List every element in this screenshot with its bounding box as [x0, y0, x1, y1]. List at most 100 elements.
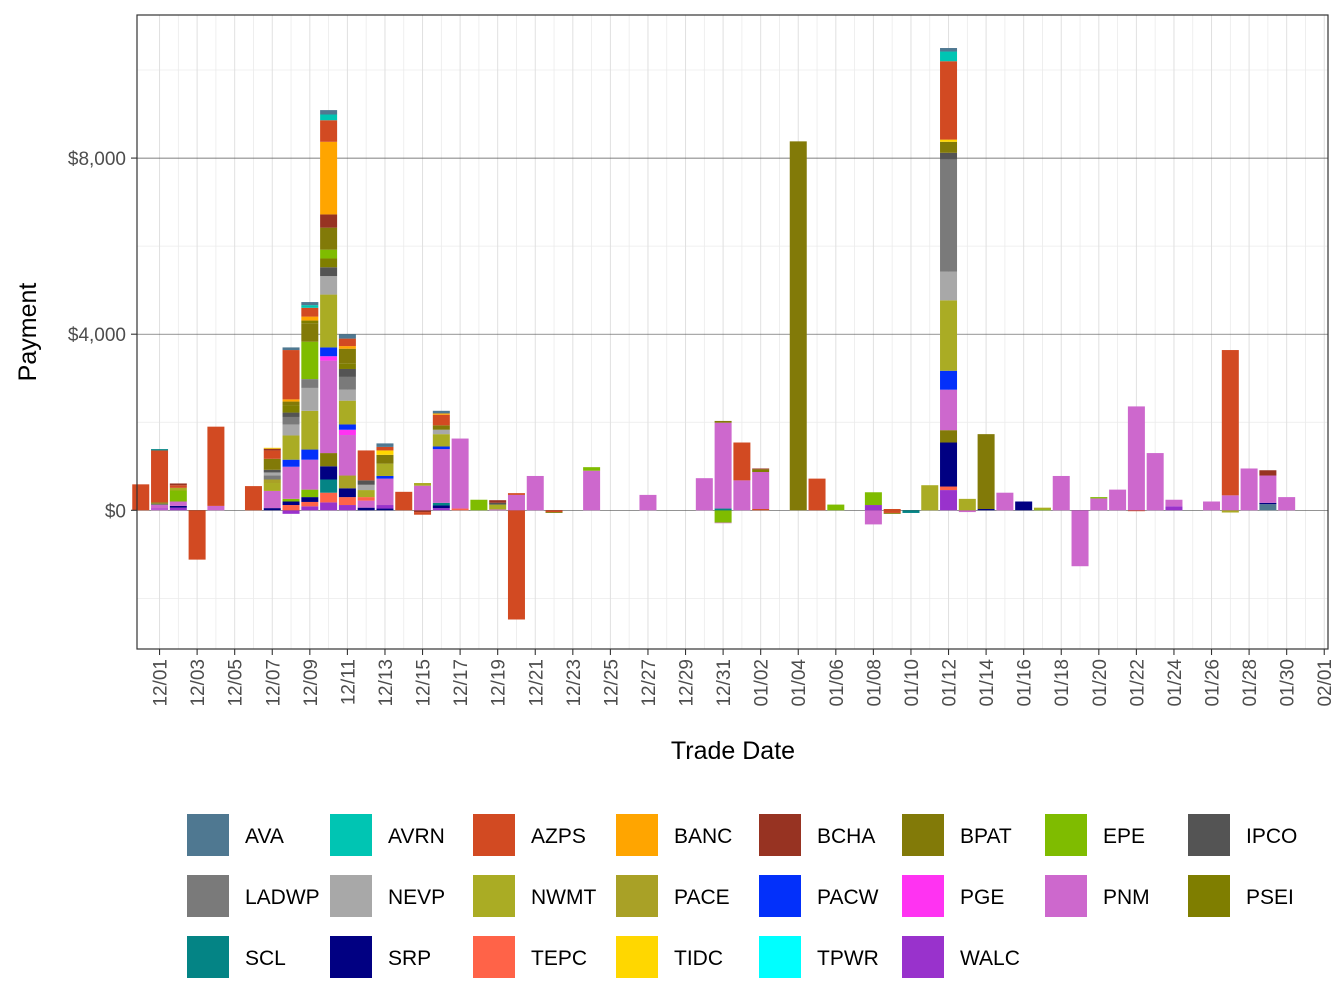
bar-segment-scl	[902, 510, 920, 513]
x-tick-label: 01/16	[1015, 659, 1036, 707]
bar-segment-bcha	[1259, 470, 1277, 476]
legend-item-nevp: NEVP	[330, 875, 445, 917]
bar-segment-pacw	[376, 475, 394, 479]
bar-segment-bpat	[151, 502, 169, 504]
legend-label: EPE	[1103, 825, 1145, 848]
x-tick-label: 12/09	[301, 659, 322, 707]
bar-segment-walc	[432, 508, 450, 511]
bar-segment-nwmt	[169, 487, 187, 491]
bar-segment-srp	[432, 505, 450, 509]
bar-segment-pnm	[320, 360, 338, 454]
x-tick-label: 01/24	[1165, 659, 1186, 707]
bar-stack-12-13	[376, 443, 394, 511]
bar-segment-pacw	[338, 424, 356, 430]
bar-stack-01-02	[752, 468, 770, 511]
bar-segment-bcha	[414, 510, 432, 513]
bar-stack-01-06	[827, 504, 845, 511]
bar-segment-tepc	[282, 505, 300, 511]
bar-stack-01-11	[921, 485, 939, 511]
bar-segment-pnm	[169, 501, 187, 506]
bar-segment-pnm	[1203, 501, 1221, 511]
bar-segment-srp	[940, 442, 958, 487]
bar-segment-walc	[282, 510, 300, 514]
bar-segment-nwmt	[432, 434, 450, 447]
x-tick-label: 01/14	[977, 659, 998, 707]
bar-segment-bpat	[338, 348, 356, 364]
bar-segment-azps	[244, 486, 262, 511]
bar-segment-ava	[1259, 504, 1277, 511]
legend-item-srp: SRP	[330, 936, 431, 978]
bar-segment-azps	[263, 450, 281, 459]
bar-segment-pnm	[864, 510, 882, 525]
bar-segment-bpat	[940, 141, 958, 153]
bar-segment-azps	[301, 307, 319, 317]
bar-segment-azps	[282, 350, 300, 400]
legend-label: AVRN	[388, 825, 445, 848]
x-tick-label: 12/15	[414, 659, 435, 707]
legend-item-nwmt: NWMT	[473, 875, 596, 917]
legend-item-azps: AZPS	[473, 814, 586, 856]
bar-stack-01-16	[1015, 501, 1033, 511]
bar-segment-bcha	[752, 468, 770, 470]
bar-segment-psei	[752, 469, 770, 473]
bar-segment-azps	[1127, 510, 1145, 512]
legend-label: PACE	[674, 886, 730, 909]
bar-segment-bpat	[883, 512, 901, 514]
bar-segment-walc	[338, 505, 356, 511]
legend-label: PNM	[1103, 886, 1150, 909]
bar-stack-01-08	[864, 492, 882, 525]
bar-segment-pnm	[1259, 475, 1277, 503]
legend-swatch-pnm	[1045, 875, 1087, 917]
bar-segment-ladwp	[338, 376, 356, 390]
bar-segment-pace	[338, 475, 356, 489]
bar-segment-tepc	[357, 497, 375, 501]
bar-segment-ipco	[320, 267, 338, 277]
bar-segment-azps	[132, 484, 150, 511]
bar-segment-bpat	[376, 454, 394, 464]
bar-segment-psei	[282, 405, 300, 413]
bar-segment-azps	[395, 491, 413, 511]
bar-stack-12-17	[451, 438, 469, 511]
bar-segment-nwmt	[958, 498, 976, 511]
bar-segment-bpat	[940, 430, 958, 443]
x-tick-label: 12/11	[338, 659, 359, 705]
bar-segment-pnm	[414, 485, 432, 511]
bar-segment-pnm	[151, 505, 169, 509]
legend-item-pace: PACE	[616, 875, 730, 917]
x-tick-label: 01/28	[1240, 659, 1261, 707]
bar-segment-ava	[338, 334, 356, 339]
bar-stack-01-26	[1203, 501, 1221, 511]
legend-swatch-nwmt	[473, 875, 515, 917]
x-tick-label: 12/31	[714, 659, 735, 707]
bar-segment-pnm	[583, 470, 601, 511]
bar-segment-nevp	[432, 429, 450, 435]
legend-item-walc: WALC	[902, 936, 1020, 978]
bar-stack-01-13	[958, 498, 976, 513]
bar-segment-nevp	[338, 389, 356, 401]
bar-segment-azps	[432, 414, 450, 426]
bar-segment-srp	[320, 466, 338, 480]
x-tick-label: 01/30	[1278, 659, 1299, 707]
bar-stack-12-04	[207, 426, 225, 511]
bar-segment-pge	[338, 429, 356, 436]
bar-segment-tepc	[940, 486, 958, 491]
bar-segment-pnm	[432, 449, 450, 503]
bar-segment-pnm	[526, 475, 544, 511]
bar-stack-01-22	[1127, 406, 1145, 512]
bar-segment-ladwp	[263, 475, 281, 480]
bar-segment-pnm	[376, 478, 394, 506]
x-tick-label: 12/27	[639, 659, 660, 707]
bar-stack-12-03	[188, 510, 206, 560]
bar-segment-pnm	[338, 435, 356, 476]
legend-label: PSEI	[1246, 886, 1294, 909]
bar-segment-epe	[282, 498, 300, 502]
bar-segment-pnm	[1052, 475, 1070, 511]
bar-segment-nwmt	[414, 483, 432, 486]
bar-segment-nwmt	[301, 410, 319, 450]
bar-segment-azps	[752, 508, 770, 511]
legend-swatch-avrn	[330, 814, 372, 856]
bar-stack-12-21	[526, 475, 544, 511]
bar-segment-pnm	[451, 438, 469, 509]
bar-segment-banc	[432, 413, 450, 415]
